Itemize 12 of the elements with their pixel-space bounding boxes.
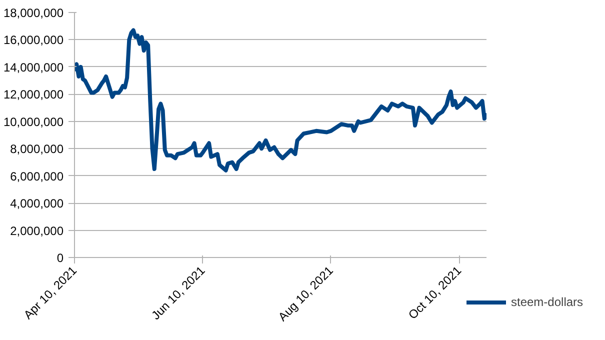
y-tick-label: 12,000,000 bbox=[3, 88, 64, 102]
legend-label: steem-dollars bbox=[511, 295, 584, 309]
y-tick-label: 16,000,000 bbox=[3, 33, 64, 48]
y-tick-label: 18,000,000 bbox=[3, 6, 64, 20]
line-series bbox=[74, 28, 486, 172]
y-tick-label: 2,000,000 bbox=[10, 224, 64, 238]
y-tick-label: 8,000,000 bbox=[10, 142, 64, 156]
y-tick-label: 14,000,000 bbox=[3, 60, 64, 74]
y-tick-label: 4,000,000 bbox=[10, 196, 64, 211]
y-tick-label: 0 bbox=[56, 251, 64, 265]
y-tick-label: 6,000,000 bbox=[10, 169, 64, 184]
y-tick-label: 10,000,000 bbox=[3, 114, 64, 129]
